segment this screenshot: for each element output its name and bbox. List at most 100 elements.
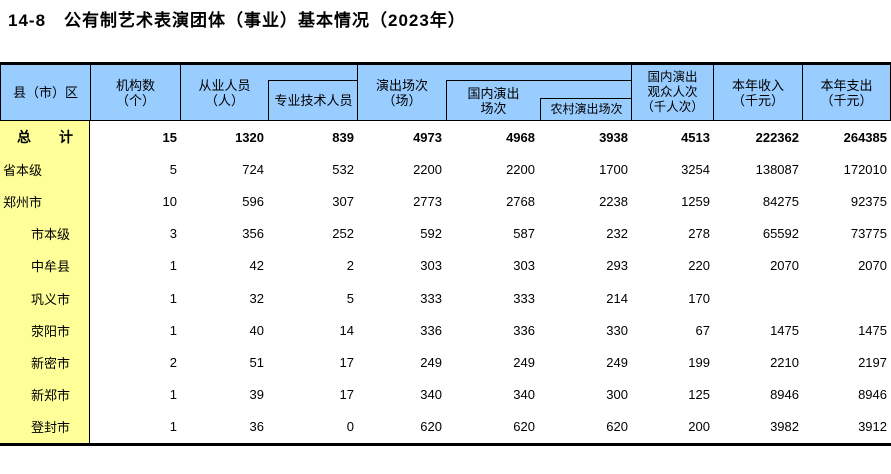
data-cell: 587 bbox=[513, 226, 535, 242]
row-label: 巩义市 bbox=[0, 281, 90, 315]
data-cell: 2070 bbox=[770, 258, 799, 274]
data-cell: 10 bbox=[162, 193, 177, 209]
data-cell: 199 bbox=[688, 354, 710, 370]
data-cell: 2 bbox=[346, 258, 354, 274]
table-row: 总 计 15 1320 839 4973 4968 3938 4513 222362 264385 bbox=[0, 121, 890, 154]
data-cell: 4513 bbox=[681, 129, 710, 145]
data-cell: 2773 bbox=[413, 193, 442, 209]
data-cell: 0 bbox=[346, 419, 354, 435]
table-row: 新郑市 1 39 17 340 340 300 125 8946 8946 bbox=[0, 378, 890, 411]
data-cell: 222362 bbox=[755, 129, 799, 145]
data-cell: 65592 bbox=[762, 226, 799, 242]
data-cell: 8946 bbox=[770, 387, 799, 403]
data-cell: 252 bbox=[332, 226, 354, 242]
header-domestic-performances: 国内演出 场次 bbox=[467, 85, 520, 116]
data-cell: 4968 bbox=[506, 129, 535, 145]
header-performances-group: 演出场次 （场） 国内演出 场次 农村演出场次 bbox=[358, 65, 632, 120]
data-cell: 3254 bbox=[681, 161, 710, 177]
data-cell: 14 bbox=[339, 322, 354, 338]
data-cell: 249 bbox=[606, 354, 628, 370]
data-cell: 2200 bbox=[506, 161, 535, 177]
data-cell: 8946 bbox=[858, 387, 887, 403]
data-cell: 620 bbox=[513, 419, 535, 435]
data-cell: 333 bbox=[420, 290, 442, 306]
table-row: 登封市 1 36 0 620 620 620 200 3982 3912 bbox=[0, 410, 890, 443]
row-label: 郑州市 bbox=[0, 185, 90, 218]
data-cell: 1 bbox=[169, 387, 177, 403]
data-cell: 125 bbox=[688, 387, 710, 403]
data-cell: 300 bbox=[606, 387, 628, 403]
data-cell: 2210 bbox=[770, 354, 799, 370]
data-cell: 293 bbox=[606, 258, 628, 274]
data-cell: 724 bbox=[242, 161, 264, 177]
table-row: 中牟县 1 42 2 303 303 293 220 2070 2070 bbox=[0, 249, 890, 282]
table-row: 新密市 2 51 17 249 249 249 199 2210 2197 bbox=[0, 346, 890, 379]
data-cell: 336 bbox=[420, 322, 442, 338]
row-label: 总 计 bbox=[0, 121, 90, 154]
data-cell: 2070 bbox=[858, 258, 887, 274]
page-title: 14-8 公有制艺术表演团体（事业）基本情况（2023年） bbox=[8, 11, 466, 30]
header-region: 县（市）区 bbox=[1, 65, 91, 120]
row-label: 登封市 bbox=[0, 410, 90, 443]
data-cell: 596 bbox=[242, 193, 264, 209]
data-cell: 39 bbox=[249, 387, 264, 403]
header-rural-performances: 农村演出场次 bbox=[540, 98, 632, 120]
data-cell: 92375 bbox=[850, 193, 887, 209]
data-cell: 1 bbox=[169, 419, 177, 435]
data-cell: 3938 bbox=[599, 129, 628, 145]
table-row: 荥阳市 1 40 14 336 336 330 67 1475 1475 bbox=[0, 314, 890, 347]
data-cell: 356 bbox=[242, 226, 264, 242]
data-cell: 333 bbox=[513, 290, 535, 306]
data-cell: 264385 bbox=[843, 129, 887, 145]
data-cell: 5 bbox=[169, 161, 177, 177]
data-cell: 532 bbox=[332, 161, 354, 177]
data-cell: 214 bbox=[606, 290, 628, 306]
data-cell: 51 bbox=[249, 354, 264, 370]
row-label: 新郑市 bbox=[0, 378, 90, 411]
row-label: 市本级 bbox=[0, 217, 90, 250]
row-label: 中牟县 bbox=[0, 249, 90, 282]
data-cell: 73775 bbox=[850, 226, 887, 242]
header-expenditure: 本年支出 （千元） bbox=[803, 65, 891, 120]
data-cell: 1 bbox=[169, 258, 177, 274]
statistics-table: 县（市）区 机构数 （个） 从业人员 （人） 专业技术人员 演出场次 （场） 国… bbox=[0, 62, 891, 446]
data-cell: 5 bbox=[346, 290, 354, 306]
data-cell: 330 bbox=[606, 322, 628, 338]
data-cell: 232 bbox=[606, 226, 628, 242]
data-cell: 340 bbox=[513, 387, 535, 403]
data-cell: 4973 bbox=[413, 129, 442, 145]
data-cell: 303 bbox=[420, 258, 442, 274]
header-org-count: 机构数 （个） bbox=[91, 65, 181, 120]
data-cell: 220 bbox=[688, 258, 710, 274]
data-cell: 84275 bbox=[762, 193, 799, 209]
data-cell: 15 bbox=[162, 129, 177, 145]
header-performances: 演出场次 （场） bbox=[375, 77, 428, 108]
table-row: 省本级 5 724 532 2200 2200 1700 3254 138087 172010 bbox=[0, 153, 890, 186]
header-technical-staff: 专业技术人员 bbox=[268, 80, 358, 120]
row-label: 省本级 bbox=[0, 153, 90, 186]
data-cell: 1 bbox=[169, 322, 177, 338]
table-row: 巩义市 1 32 5 333 333 214 170 bbox=[0, 281, 890, 315]
data-cell: 138087 bbox=[755, 161, 799, 177]
data-cell: 172010 bbox=[843, 161, 887, 177]
header-domestic-performances-box: 国内演出 场次 农村演出场次 bbox=[446, 80, 632, 120]
data-cell: 620 bbox=[420, 419, 442, 435]
data-cell: 42 bbox=[249, 258, 264, 274]
data-cell: 1700 bbox=[599, 161, 628, 177]
data-cell: 3 bbox=[169, 226, 177, 242]
table-header: 县（市）区 机构数 （个） 从业人员 （人） 专业技术人员 演出场次 （场） 国… bbox=[0, 65, 891, 121]
data-cell: 3912 bbox=[858, 419, 887, 435]
header-employees: 从业人员 （人） bbox=[198, 77, 251, 108]
header-income: 本年收入 （千元） bbox=[714, 65, 803, 120]
data-cell: 17 bbox=[339, 387, 354, 403]
header-audience: 国内演出 观众人次 （千人次） bbox=[632, 65, 714, 120]
data-cell: 620 bbox=[606, 419, 628, 435]
header-employees-group: 从业人员 （人） 专业技术人员 bbox=[181, 65, 358, 120]
data-cell: 249 bbox=[420, 354, 442, 370]
data-cell: 1475 bbox=[858, 322, 887, 338]
data-cell: 1320 bbox=[235, 129, 264, 145]
data-cell: 200 bbox=[688, 419, 710, 435]
data-cell: 839 bbox=[332, 129, 354, 145]
table-row: 市本级 3 356 252 592 587 232 278 65592 73775 bbox=[0, 217, 890, 250]
